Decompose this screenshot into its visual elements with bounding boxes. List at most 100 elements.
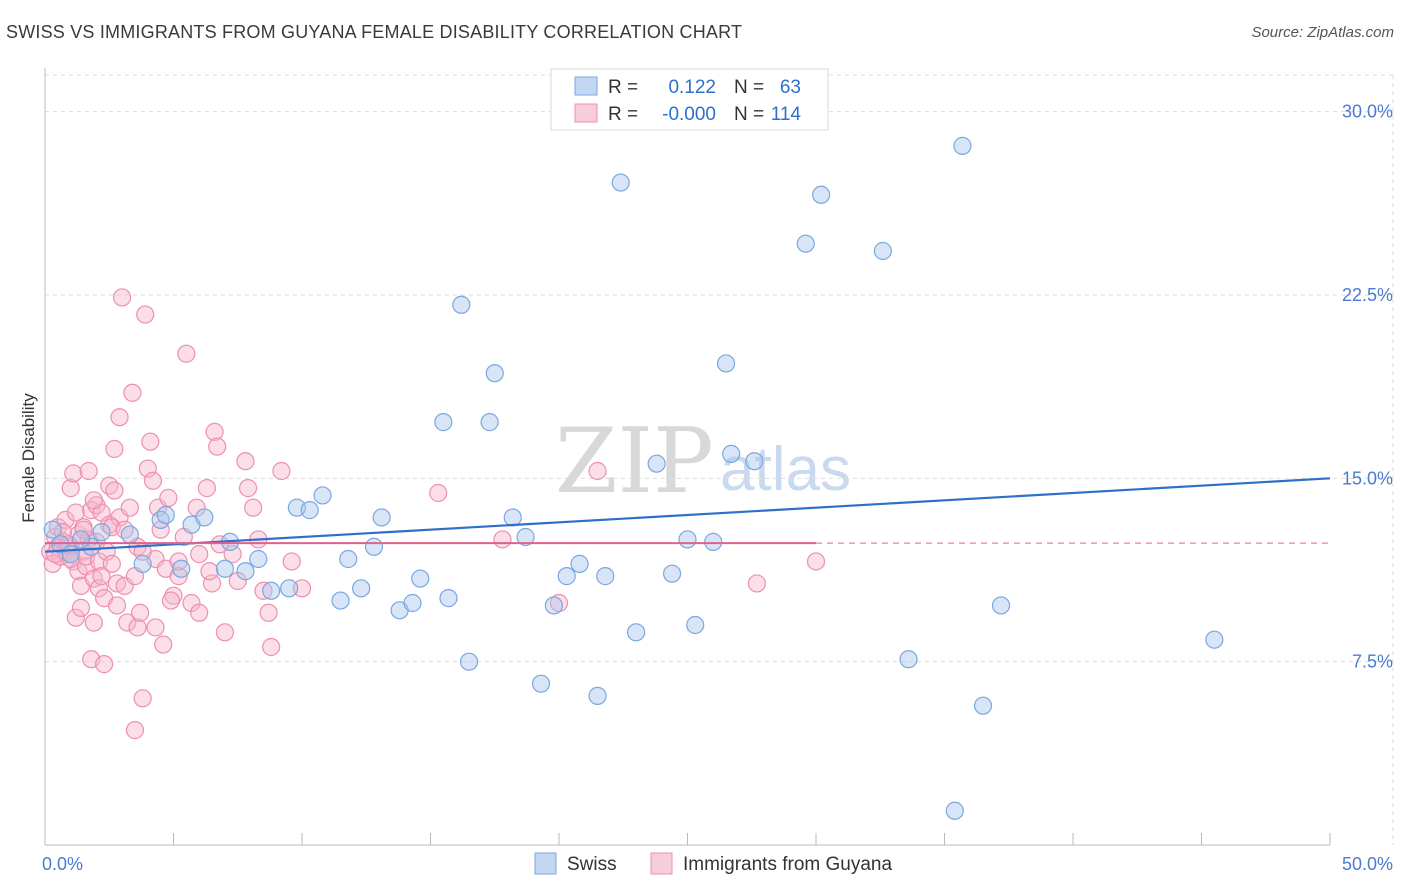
series-legend-label-guyana[interactable]: Immigrants from Guyana	[683, 854, 892, 875]
guyana-point-39	[100, 476, 119, 495]
guyana-point-87	[292, 579, 312, 598]
watermark-atlas: atlas	[720, 435, 851, 504]
guyana-point-107	[747, 574, 766, 593]
guyana-point-14	[66, 608, 85, 627]
guyana-point-83	[254, 581, 273, 600]
swiss-point-20	[352, 579, 371, 598]
swiss-point-44	[678, 530, 697, 549]
guyana-point-77	[215, 623, 234, 642]
swiss-point-25	[411, 569, 430, 588]
guyana-point-68	[177, 344, 196, 363]
swiss-point-2	[120, 525, 139, 544]
series-legend-swatch-swiss[interactable]	[534, 852, 557, 875]
guyana-point-41	[105, 439, 124, 459]
guyana-point-13	[64, 464, 83, 483]
guyana-point-91	[146, 618, 165, 637]
guyana-point-55	[136, 305, 155, 324]
swiss-point-57	[991, 596, 1011, 615]
series-legend: Swiss Immigrants from Guyana	[534, 852, 892, 875]
legend-r-label-swiss: R =	[608, 77, 638, 98]
y-tick-label-1: 15.0%	[1342, 468, 1393, 488]
swiss-point-41	[626, 623, 646, 642]
guyana-point-43	[110, 408, 129, 427]
guyana-point-45	[112, 288, 132, 307]
y-tick-label-0: 7.5%	[1352, 652, 1393, 672]
guyana-point-48	[120, 498, 139, 517]
swiss-point-17	[313, 486, 332, 505]
correlation-legend: R = 0.122 N = 63 R = -0.000 N = 114	[550, 68, 829, 131]
x-tick-label-1: 50.0%	[1342, 854, 1393, 874]
swiss-point-62	[71, 530, 91, 549]
guyana-point-85	[272, 461, 291, 481]
swiss-point-55	[945, 801, 964, 820]
swiss-point-32	[503, 508, 522, 527]
guyana-point-69	[182, 593, 201, 613]
series-legend-swatch-guyana[interactable]	[650, 852, 673, 875]
legend-r-value-swiss: 0.122	[668, 77, 716, 98]
legend-n-value-swiss: 63	[780, 77, 801, 98]
swiss-point-9	[215, 559, 234, 578]
guyana-points	[41, 288, 826, 740]
swiss-point-53	[899, 650, 918, 669]
series-legend-label-swiss[interactable]: Swiss	[567, 854, 617, 875]
guyana-point-92	[190, 603, 209, 622]
guyana-point-72	[197, 479, 217, 498]
swiss-point-31	[485, 364, 504, 383]
swiss-point-13	[262, 581, 281, 600]
guyana-point-10	[61, 479, 80, 498]
swiss-point-28	[452, 295, 471, 314]
watermark: ZIP atlas	[555, 409, 851, 514]
y-tick-label-2: 22.5%	[1342, 285, 1393, 305]
legend-r-value-guyana: -0.000	[662, 104, 716, 125]
swiss-point-12	[249, 549, 268, 569]
swiss-point-30	[480, 413, 499, 432]
swiss-point-43	[662, 564, 682, 583]
swiss-point-38	[588, 686, 607, 705]
guyana-point-110	[200, 562, 219, 581]
guyana-point-19	[71, 598, 91, 617]
guyana-point-80	[236, 452, 255, 471]
swiss-point-47	[716, 354, 736, 373]
source-label: Source: ZipAtlas.com	[1251, 24, 1394, 41]
guyana-point-15	[66, 503, 85, 522]
swiss-point-11	[236, 562, 255, 581]
swiss-point-18	[331, 591, 350, 610]
guyana-point-29	[84, 613, 103, 632]
swiss-trend-line	[44, 477, 1331, 553]
swiss-point-3	[133, 554, 152, 573]
legend-swatch-guyana	[574, 103, 598, 123]
swiss-point-39	[596, 567, 615, 586]
guyana-point-40	[102, 554, 121, 573]
guyana-point-70	[187, 498, 206, 517]
guyana-point-112	[115, 520, 134, 539]
guyana-point-109	[161, 591, 181, 610]
watermark-zip: ZIP	[555, 409, 714, 514]
swiss-point-60	[92, 523, 111, 542]
guyana-point-65	[164, 586, 183, 605]
swiss-point-48	[722, 444, 741, 463]
swiss-point-16	[300, 501, 319, 520]
swiss-point-22	[372, 508, 391, 527]
swiss-point-8	[195, 508, 214, 527]
y-axis-label: Female Disability	[19, 393, 38, 523]
swiss-point-6	[172, 559, 191, 578]
swiss-point-56	[973, 696, 993, 715]
y-tick-labels: 7.5% 15.0% 22.5% 30.0%	[1342, 102, 1393, 672]
swiss-point-49	[745, 452, 764, 471]
guyana-point-104	[493, 530, 512, 549]
legend-n-label-guyana: N =	[734, 104, 764, 125]
axes	[44, 68, 1331, 846]
swiss-point-21	[364, 537, 384, 556]
guyana-point-66	[169, 567, 188, 586]
swiss-point-42	[647, 454, 666, 473]
guyana-point-25	[79, 461, 98, 481]
guyana-point-93	[169, 552, 188, 571]
swiss-point-14	[280, 579, 299, 598]
guyana-point-86	[282, 552, 301, 571]
guyana-point-84	[262, 637, 281, 657]
swiss-point-29	[459, 652, 479, 671]
swiss-point-37	[570, 554, 589, 573]
swiss-point-45	[686, 615, 705, 635]
legend-r-label-guyana: R =	[608, 104, 638, 125]
